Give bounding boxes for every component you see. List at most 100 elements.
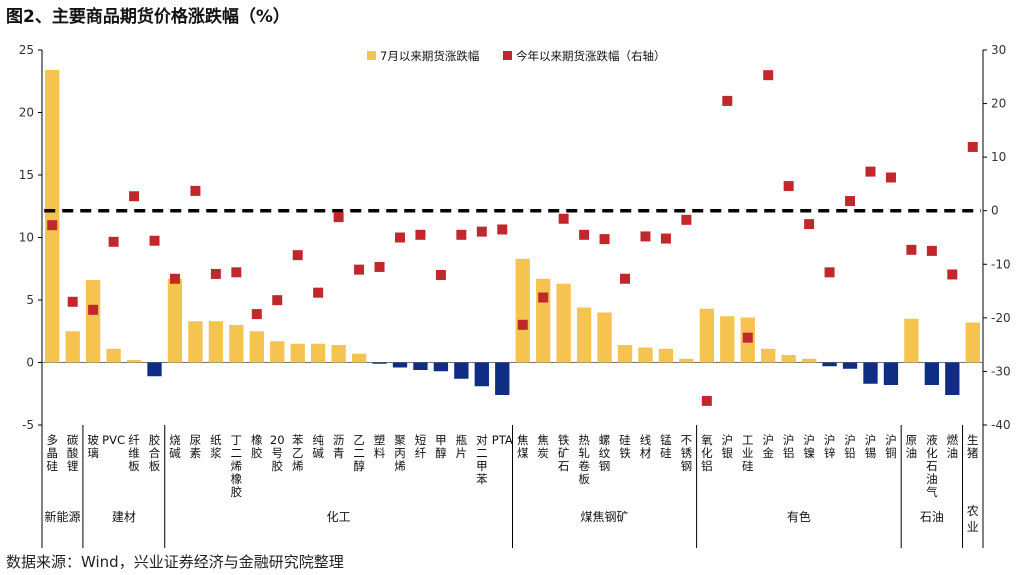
right-tick-label: 20 <box>991 97 1006 111</box>
right-tick-label: 0 <box>991 204 999 218</box>
bar-33 <box>720 316 735 363</box>
bar-22 <box>495 362 510 395</box>
marker-43 <box>926 245 937 256</box>
category-label: 玻璃 <box>87 433 99 460</box>
category-label: 硅铁 <box>619 433 631 460</box>
category-label: 锰硅 <box>660 433 672 460</box>
figure-title: 图2、主要商品期货价格涨跌幅（%） <box>6 7 290 27</box>
bar-3 <box>106 348 121 363</box>
category-label: 线材 <box>640 433 652 460</box>
marker-34 <box>742 332 753 343</box>
marker-2 <box>88 304 99 315</box>
bar-8 <box>208 321 224 363</box>
category-label: 纯碱 <box>312 433 324 460</box>
bar-1 <box>65 331 80 363</box>
category-label: 聚丙烯 <box>394 433 406 473</box>
marker-42 <box>906 244 917 255</box>
marker-0 <box>47 220 58 231</box>
right-tick-label: -10 <box>991 257 1011 271</box>
marker-16 <box>374 261 385 272</box>
group-label: 建材 <box>112 510 136 524</box>
marker-17 <box>394 232 405 243</box>
marker-40 <box>865 166 876 177</box>
bar-20 <box>454 362 469 379</box>
bar-21 <box>474 362 489 387</box>
left-tick-label: 0 <box>26 356 34 370</box>
marker-29 <box>640 231 651 242</box>
category-label: 生猪 <box>967 433 979 460</box>
category-label: 沪锌 <box>824 433 836 460</box>
group-label: 新能源 <box>44 509 80 524</box>
category-label: 沥青 <box>333 433 345 460</box>
group-label: 石油 <box>920 510 944 524</box>
marker-8 <box>210 268 221 279</box>
bar-32 <box>699 308 714 363</box>
bar-28 <box>617 345 633 363</box>
marker-20 <box>456 229 467 240</box>
marker-1 <box>67 296 78 307</box>
group-label: 化工 <box>327 510 351 524</box>
category-label: 瓶片 <box>456 433 468 460</box>
right-tick-label: -40 <box>991 418 1011 432</box>
marker-33 <box>722 95 733 106</box>
bar-18 <box>413 362 428 370</box>
bar-23 <box>515 258 530 363</box>
category-label: PTA <box>492 433 513 447</box>
bar-19 <box>433 362 449 372</box>
group-label: 有色 <box>787 510 811 524</box>
bar-43 <box>924 362 940 385</box>
marker-28 <box>620 273 631 284</box>
category-label: 碳酸锂 <box>67 433 79 473</box>
category-label: 沪锡 <box>865 433 877 460</box>
marker-5 <box>149 235 160 246</box>
category-label: 苯乙烯 <box>292 433 304 473</box>
marker-6 <box>169 273 180 284</box>
left-tick-label: -5 <box>22 418 34 432</box>
category-label: 丁二烯橡胶 <box>231 433 243 499</box>
marker-44 <box>947 269 958 280</box>
legend-bar-swatch <box>367 51 376 60</box>
category-label: 工业硅 <box>742 433 754 473</box>
marker-39 <box>845 196 856 207</box>
category-label: 热轧卷板 <box>578 433 590 486</box>
bar-42 <box>904 318 919 363</box>
marker-37 <box>804 219 815 230</box>
bar-36 <box>781 355 796 363</box>
legend-bar-label: 7月以来期货涨跌幅 <box>380 49 479 63</box>
marker-series <box>47 70 978 406</box>
bar-39 <box>842 362 858 369</box>
marker-27 <box>599 234 610 245</box>
marker-32 <box>701 395 712 406</box>
bar-25 <box>556 283 571 363</box>
marker-4 <box>129 191 140 202</box>
category-label: 液化石油气 <box>926 433 938 499</box>
category-label: PVC <box>102 433 125 447</box>
legend-marker-label: 今年以来期货涨跌幅（右轴） <box>516 49 666 63</box>
bar-5 <box>147 362 162 377</box>
marker-15 <box>354 264 365 275</box>
marker-10 <box>251 309 262 320</box>
category-label: 沪铝 <box>783 433 795 460</box>
category-label: 原油 <box>906 433 918 460</box>
marker-12 <box>292 250 303 261</box>
marker-18 <box>415 229 426 240</box>
legend-marker-swatch <box>503 51 512 60</box>
source-note: 数据来源：Wind，兴业证券经济与金融研究院整理 <box>6 553 344 571</box>
category-label: 沪铅 <box>844 433 856 460</box>
bar-38 <box>822 362 837 367</box>
category-label: 焦煤 <box>517 433 529 460</box>
left-tick-label: 10 <box>19 231 34 245</box>
marker-14 <box>333 212 344 223</box>
left-tick-label: 20 <box>19 106 34 120</box>
category-label: 烧碱 <box>169 433 181 460</box>
marker-3 <box>108 236 119 247</box>
right-tick-label: 10 <box>991 150 1006 164</box>
bar-series <box>45 70 980 395</box>
bar-30 <box>658 348 674 363</box>
bar-15 <box>351 353 367 363</box>
category-label: 纸浆 <box>210 433 222 460</box>
category-label: 不锈钢 <box>681 433 693 473</box>
bar-41 <box>883 362 899 385</box>
category-label: 沪铜 <box>885 433 897 460</box>
